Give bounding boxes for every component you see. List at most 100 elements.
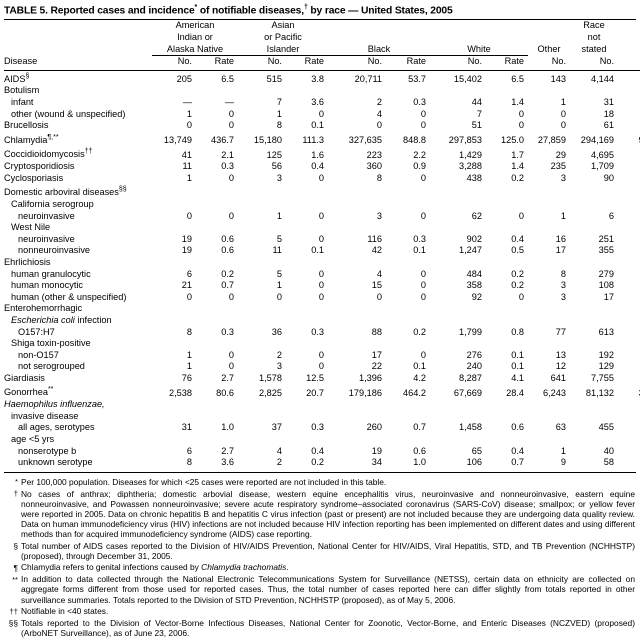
cell-ai-an-rate: 6.5 xyxy=(221,73,234,84)
column-header-api-no: No. xyxy=(267,56,282,67)
table-row: Cryptosporidiosis 11 0.3 56 0.4 360 0.9 3,288 1.… xyxy=(4,161,640,173)
cell-api-rate: 0.1 xyxy=(311,120,325,131)
cell-total: 6,542 xyxy=(618,146,640,161)
cell-ai-an-no: 1 xyxy=(186,108,192,119)
cell-black-no xyxy=(328,303,386,315)
cell-white-rate: 6.5 xyxy=(511,73,525,84)
cell-ai-an-rate: 0.7 xyxy=(221,280,234,291)
cell-black-no: 179,186 xyxy=(348,387,383,398)
cell-ai-an-no: 76 xyxy=(181,372,192,383)
footnote-symbol: †† xyxy=(9,606,18,616)
cell-race-not-stated-no xyxy=(570,338,618,350)
table-row: Chlamydia¶,** 13,749 436.7 15,180 111.3 327,6… xyxy=(4,132,640,147)
cell-race-not-stated-no: 31 xyxy=(603,97,615,108)
header-subline: Disease No. Rate No. Rate No. Rate No. R… xyxy=(4,56,640,68)
cell-other-no xyxy=(528,184,570,199)
group-other-line3: Other xyxy=(537,44,561,55)
table-row: AIDS§ 205 6.5 515 3.8 20,711 53.7 15,402 6.5 143 4… xyxy=(4,70,640,85)
cell-white-no: 297,853 xyxy=(448,134,483,145)
cell-black-rate: 0.2 xyxy=(413,326,427,337)
cell-ai-an-rate: 80.6 xyxy=(216,387,234,398)
disease-label-text: infant xyxy=(11,97,34,108)
disease-label-text: AIDS xyxy=(4,73,26,84)
cell-black-rate xyxy=(386,199,430,211)
cell-ai-an-no: 19 xyxy=(181,245,192,256)
cell-white-no: 1,799 xyxy=(459,326,483,337)
disease-label-text: not serogrouped xyxy=(18,361,85,372)
table-title-row: TABLE 5. Reported cases and incidence* o… xyxy=(0,0,640,18)
disease-label-text: Brucellosis xyxy=(4,120,49,131)
cell-black-rate xyxy=(386,257,430,269)
cell-white-rate xyxy=(486,315,528,327)
cell-white-rate: 0 xyxy=(518,291,525,302)
cell-api-rate xyxy=(286,303,328,315)
cell-other-no xyxy=(528,199,570,211)
cell-black-rate xyxy=(386,184,430,199)
cell-ai-an-rate: 0 xyxy=(228,108,234,119)
cell-ai-an-no: 0 xyxy=(186,210,192,221)
cell-api-rate: 0 xyxy=(318,280,325,291)
cell-total xyxy=(618,434,640,446)
disease-label: California serogroup xyxy=(4,199,152,211)
disease-label-text: West Nile xyxy=(11,222,51,233)
cell-black-no: 116 xyxy=(367,233,383,244)
cell-api-rate: 0 xyxy=(318,233,325,244)
header-spacer-3 xyxy=(4,44,152,56)
cell-race-not-stated-no: 17 xyxy=(603,291,615,302)
footnote-text: Chlamydia refers to genital infections c… xyxy=(21,562,289,573)
table-row: Escherichia coli infection xyxy=(4,315,640,327)
cell-api-rate: 3.8 xyxy=(311,73,325,84)
cell-black-rate xyxy=(386,222,430,234)
cell-white-rate: 0.8 xyxy=(511,326,525,337)
cell-api-rate xyxy=(286,315,328,327)
cell-other-no: 27,859 xyxy=(537,134,567,145)
disease-label: other (wound & unspecified) xyxy=(4,109,152,121)
cell-white-no: 62 xyxy=(471,210,483,221)
cell-total xyxy=(618,199,640,211)
table-row: nonneuroinvasive 19 0.6 11 0.1 42 0.1 1,247 0.5 1… xyxy=(4,245,640,257)
table-row: neuroinvasive 19 0.6 5 0 116 0.3 902 0.4 16 2511,3… xyxy=(4,234,640,246)
cell-race-not-stated-no: 61 xyxy=(603,120,615,131)
cell-black-rate: 0 xyxy=(420,280,427,291)
cell-white-no: 358 xyxy=(466,280,483,291)
cell-total: 120 xyxy=(618,120,640,132)
cell-ai-an-no: — xyxy=(182,97,192,108)
disease-footnote-mark: †† xyxy=(84,148,93,156)
cell-total xyxy=(618,184,640,199)
cell-total xyxy=(618,257,640,269)
cell-race-not-stated-no: 129 xyxy=(598,361,615,372)
cell-black-rate: 0 xyxy=(420,349,427,360)
cell-black-rate: 0.3 xyxy=(413,233,427,244)
disease-label: all ages, serotypes xyxy=(4,422,152,434)
cell-api-no: 1,578 xyxy=(259,372,282,383)
cell-total xyxy=(618,222,640,234)
cell-api-rate: 0 xyxy=(318,361,325,372)
cell-black-no: 0 xyxy=(376,291,383,302)
cell-other-no: 12 xyxy=(555,361,567,372)
cell-white-rate: 0 xyxy=(518,120,525,131)
cell-api-no: 1 xyxy=(276,210,282,221)
disease-label-text: Chlamydia xyxy=(4,134,48,145)
cell-total: 506 xyxy=(618,280,640,292)
table-row: Gonorrhea** 2,538 80.6 2,825 20.7 179,186 464.… xyxy=(4,384,640,399)
table-row: Enterohemorrhagic xyxy=(4,303,640,315)
cell-white-no xyxy=(430,184,486,199)
disease-label: Escherichia coli infection xyxy=(4,315,152,327)
cell-other-no: 1 xyxy=(560,210,567,221)
cell-total: 5,659 xyxy=(618,161,640,173)
disease-label-text: Domestic arboviral diseases xyxy=(4,187,119,198)
footnote: ¶ Chlamydia refers to genital infections … xyxy=(5,562,635,573)
table-body: AIDS§ 205 6.5 515 3.8 20,711 53.7 15,402 6.5 143 4… xyxy=(4,70,640,468)
cell-black-rate: 0 xyxy=(420,210,427,221)
cell-race-not-stated-no: 279 xyxy=(598,268,615,279)
footnote-symbol: * xyxy=(15,477,18,487)
cell-white-rate: 0.4 xyxy=(511,233,525,244)
footnote-symbol: §§ xyxy=(8,618,18,629)
table-row: non-O157 1 0 2 0 17 0 276 0.1 13 192501 xyxy=(4,350,640,362)
cell-other-no: 29 xyxy=(555,149,567,160)
group-ai-an-line2: Indian or xyxy=(177,32,213,43)
disease-label-text: Enterohemorrhagic xyxy=(4,303,83,314)
cell-black-rate: 0 xyxy=(420,172,427,183)
cell-white-rate xyxy=(486,184,528,199)
cell-total: 1,309 xyxy=(618,234,640,246)
